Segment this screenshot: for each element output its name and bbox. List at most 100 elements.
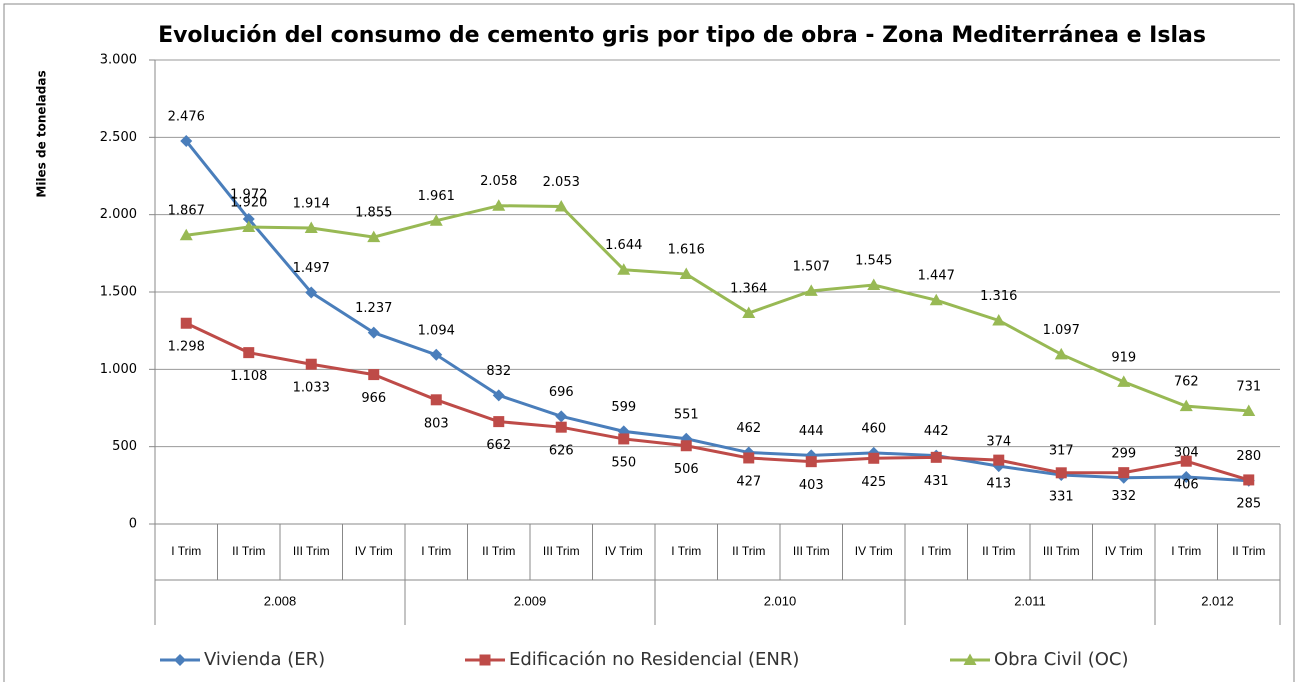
data-label: 662 (486, 438, 511, 453)
data-label: 731 (1236, 379, 1261, 394)
data-label: 696 (549, 385, 574, 400)
data-label: 1.097 (1043, 323, 1080, 338)
data-point (180, 317, 192, 329)
data-label: 285 (1236, 496, 1261, 511)
data-label: 1.867 (168, 204, 205, 219)
y-tick-label: 2.500 (100, 130, 137, 145)
group-label: 2.011 (1014, 593, 1046, 608)
x-tick-label: I Trim (1171, 544, 1201, 558)
y-tick-label: 1.500 (100, 285, 137, 300)
data-label: 803 (424, 416, 449, 431)
x-tick-label: I Trim (171, 544, 201, 558)
data-point (179, 228, 193, 241)
y-tick-label: 2.000 (100, 207, 137, 222)
x-tick-label: III Trim (293, 544, 330, 558)
data-label: 506 (674, 462, 699, 477)
data-point (492, 389, 505, 402)
data-point (743, 452, 755, 464)
data-label: 425 (861, 475, 886, 490)
x-tick-label: II Trim (482, 544, 515, 558)
data-label: 444 (799, 424, 824, 439)
chart-border (3, 3, 1295, 682)
chart-title: Evolución del consumo de cemento gris po… (158, 23, 1206, 48)
y-tick-label: 0 (129, 517, 137, 532)
data-point (1118, 467, 1130, 479)
data-point (1054, 347, 1068, 360)
data-label: 1.914 (293, 196, 330, 211)
data-point (492, 199, 506, 211)
data-label: 1.507 (793, 259, 830, 274)
data-point (304, 221, 318, 233)
x-tick-label: IV Trim (355, 544, 393, 558)
x-tick-label: II Trim (232, 544, 265, 558)
legend-marker (174, 654, 186, 666)
group-label: 2.012 (1201, 593, 1234, 608)
data-point (1180, 455, 1192, 467)
data-point (867, 278, 881, 291)
data-point (993, 454, 1005, 466)
data-point (804, 284, 818, 296)
data-point (243, 347, 255, 359)
series-line (186, 204, 1249, 413)
data-label: 331 (1049, 489, 1074, 504)
data-label: 1.108 (230, 369, 267, 384)
legend-label: Obra Civil (OC) (994, 649, 1128, 670)
data-label: 919 (1111, 350, 1136, 365)
x-tick-label: IV Trim (605, 544, 643, 558)
data-label: 1.094 (418, 323, 455, 338)
data-label: 431 (924, 474, 949, 489)
data-point (305, 358, 317, 370)
x-tick-label: II Trim (1232, 544, 1265, 558)
data-label: 462 (736, 421, 761, 436)
x-tick-label: II Trim (732, 544, 765, 558)
data-label: 1.855 (355, 206, 392, 221)
data-point (1243, 474, 1255, 486)
data-label: 332 (1111, 489, 1136, 504)
data-label: 1.364 (730, 282, 767, 297)
data-point (368, 369, 380, 381)
data-label: 2.476 (168, 110, 205, 125)
data-point (1117, 375, 1131, 387)
data-label: 550 (611, 455, 636, 470)
data-point (1242, 404, 1256, 416)
series-line (185, 140, 1249, 483)
data-point (1055, 467, 1067, 479)
data-label: 1.316 (980, 289, 1017, 304)
data-label: 1.545 (855, 254, 892, 269)
y-axis-label: Miles de toneladas (35, 70, 49, 197)
data-label: 299 (1111, 446, 1136, 461)
data-label: 413 (986, 477, 1011, 492)
y-tick-label: 1.000 (100, 362, 137, 377)
data-label: 2.053 (543, 175, 580, 190)
data-point (742, 306, 756, 319)
legend-marker (479, 654, 491, 666)
data-point (554, 199, 568, 212)
data-point (493, 416, 505, 428)
data-label: 1.644 (605, 238, 642, 253)
data-point (617, 263, 631, 275)
data-point (429, 214, 443, 226)
data-point (929, 293, 943, 306)
data-label: 1.497 (293, 261, 330, 276)
data-label: 406 (1174, 478, 1199, 493)
data-label: 427 (736, 474, 761, 489)
data-label: 1.298 (168, 340, 205, 355)
legend-label: Edificación no Residencial (ENR) (509, 649, 799, 670)
data-label: 1.033 (293, 381, 330, 396)
data-label: 442 (924, 424, 949, 439)
data-point (930, 451, 942, 463)
data-label: 832 (486, 364, 511, 379)
x-tick-label: III Trim (543, 544, 580, 558)
data-label: 762 (1174, 375, 1199, 390)
data-point (1180, 470, 1193, 483)
data-label: 599 (611, 400, 636, 415)
group-label: 2.010 (764, 593, 797, 608)
x-tick-label: IV Trim (1105, 544, 1143, 558)
data-label: 460 (861, 421, 886, 436)
data-point (305, 286, 318, 299)
data-label: 304 (1174, 445, 1199, 460)
data-label: 1.972 (230, 187, 267, 202)
x-tick-label: I Trim (421, 544, 451, 558)
data-point (430, 348, 443, 361)
data-point (242, 220, 256, 233)
